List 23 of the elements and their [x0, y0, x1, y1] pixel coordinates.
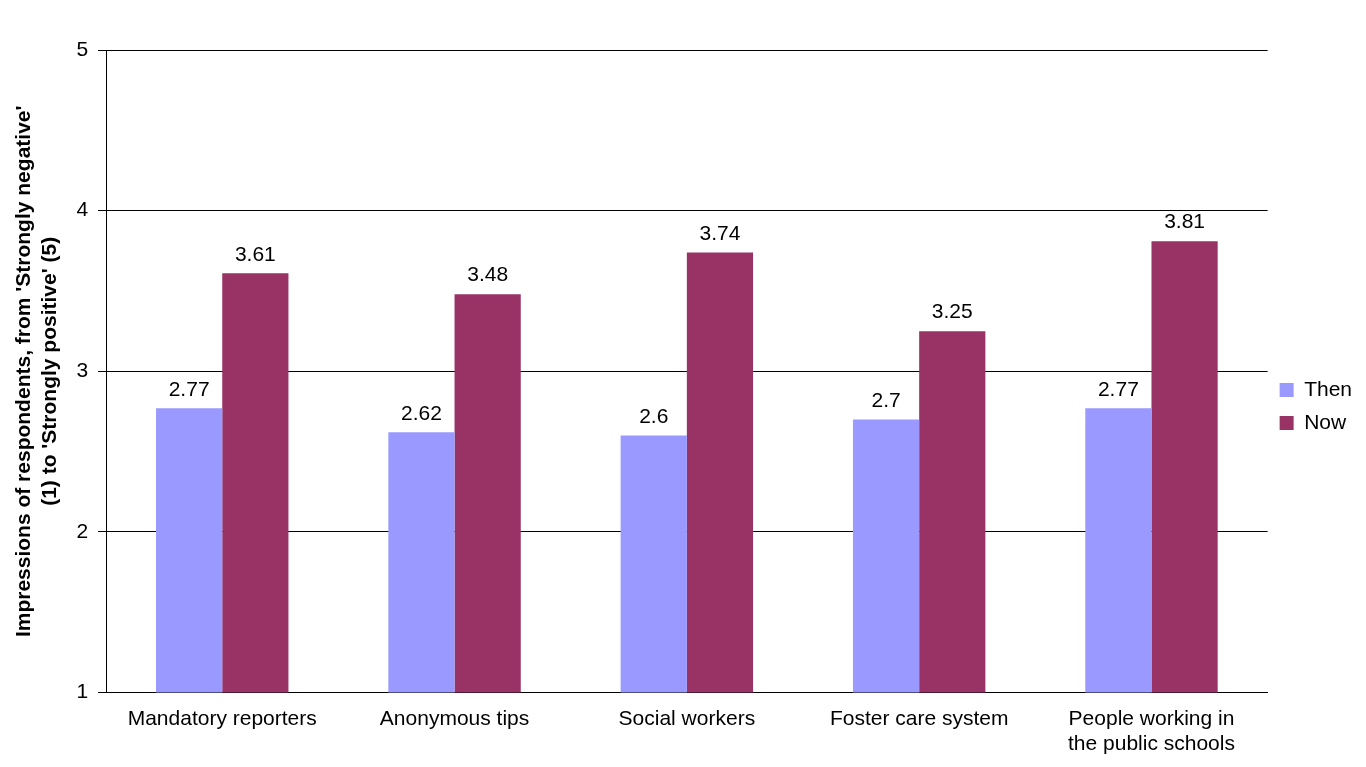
data-label: 3.81 — [1164, 209, 1206, 233]
x-tick-label: Anonymous tips — [379, 706, 530, 729]
y-tick-label: 5 — [76, 36, 89, 60]
data-label: 2.77 — [1097, 376, 1139, 400]
x-tick-label: Social workers — [618, 706, 756, 729]
data-label: 2.7 — [871, 387, 901, 411]
data-label: 2.62 — [401, 400, 442, 424]
legend-label: Now — [1304, 409, 1347, 433]
data-label: 3.48 — [467, 262, 509, 286]
y-tick-label: 2 — [76, 518, 89, 542]
y-tick-label: 3 — [76, 358, 89, 382]
data-label: 3.61 — [234, 241, 276, 265]
y-axis-title: Impressions of respondents, from 'Strongly negative' (1) to 'Strongly positive' (5) — [11, 105, 60, 638]
x-tick-label: Mandatory reporters — [127, 706, 317, 729]
y-tick-label: 4 — [76, 197, 89, 221]
data-label: 2.6 — [639, 403, 669, 427]
legend-label: Then — [1304, 376, 1353, 400]
data-label: 3.74 — [699, 220, 741, 244]
data-label: 2.77 — [168, 376, 210, 400]
data-label: 3.25 — [931, 299, 973, 323]
x-tick-label: Foster care system — [829, 706, 1009, 729]
x-tick-label: People working in the public schools — [1068, 706, 1235, 755]
y-tick-label: 1 — [76, 679, 89, 703]
